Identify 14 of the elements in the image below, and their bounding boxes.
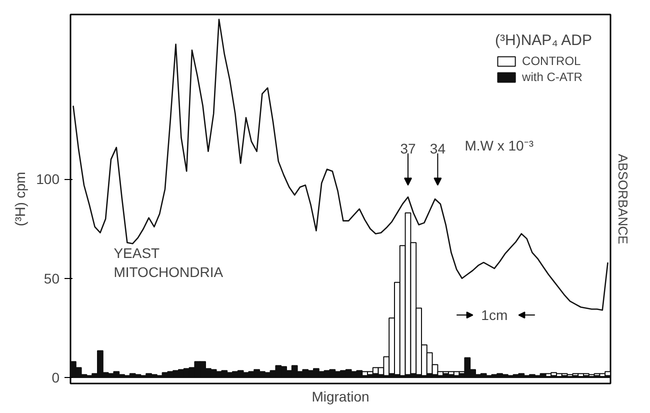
y-tick-label: 0 [52,370,60,386]
legend-label: CONTROL [522,54,581,68]
annotation: M.W x 10⁻³ [464,137,534,154]
legend-title: (³H)NAP₄ ADP [495,32,592,49]
y-axis-title: (³H) cpm [12,172,28,226]
y2-axis-title: ABSORBANCE [616,154,630,244]
legend-label: with C-ATR [522,70,582,84]
annotation: 34 [430,140,446,156]
annotation: 1cm [481,307,508,324]
x-axis-title: Migration [312,388,370,404]
annotation: 37 [400,140,416,156]
annotation: YEAST MITOCHONDRIA [114,244,224,280]
y-tick-label: 50 [44,270,60,286]
y-tick-label: 100 [36,171,60,188]
